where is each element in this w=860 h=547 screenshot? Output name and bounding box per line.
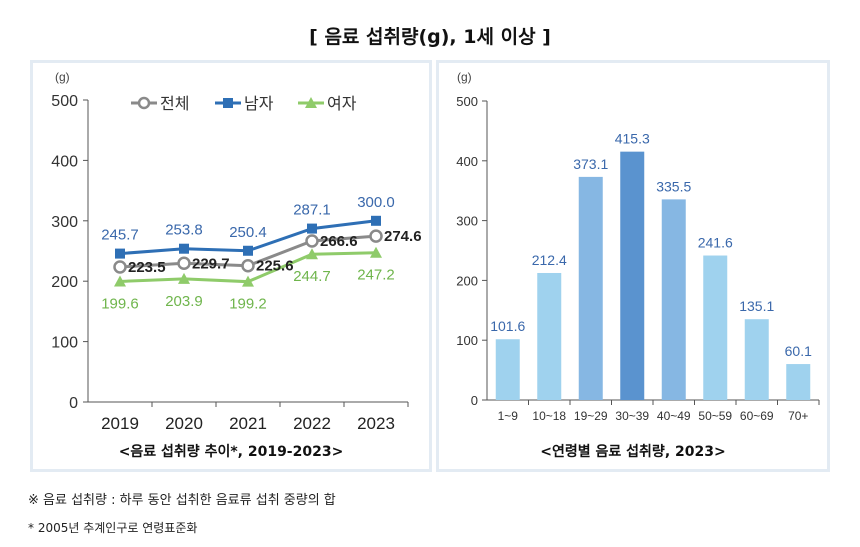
data-label: 229.7	[192, 255, 230, 272]
bar-chart: (g) 0 100 200 300 400 500 101.6 1~9 212.4 10~18 373…	[456, 70, 820, 423]
marker-total	[177, 256, 191, 271]
marker-total	[369, 229, 383, 243]
x-tick-label: 2019	[101, 414, 139, 433]
age-chart-panel: (g) 0 100 200 300 400 500 101.6 1~9 212.4 10~18 373…	[436, 60, 830, 472]
data-label: 287.1	[293, 202, 331, 219]
data-label: 253.8	[165, 222, 203, 239]
x-tick-label: 70+	[788, 409, 808, 423]
data-label: 60.1	[785, 343, 812, 359]
marker-total	[241, 258, 255, 273]
y-tick-label: 0	[471, 393, 478, 408]
y-tick-label: 100	[51, 335, 78, 352]
bar	[537, 272, 562, 400]
marker-total	[305, 234, 319, 248]
data-label: 223.5	[128, 259, 166, 276]
data-label: 241.6	[698, 235, 733, 251]
marker-male	[115, 248, 125, 259]
y-tick-label: 200	[456, 273, 478, 288]
marker-male	[243, 245, 253, 256]
legend-marker-male	[223, 98, 233, 108]
marker-total	[113, 260, 127, 274]
bar-chart-caption: <연령별 음료 섭취량, 2023>	[540, 444, 726, 460]
x-tick-label: 40~49	[657, 409, 691, 423]
y-tick-label: 200	[51, 274, 78, 291]
data-label: 335.5	[656, 178, 691, 194]
legend-label: 남자	[244, 95, 274, 113]
y-tick-label: 300	[456, 214, 478, 229]
footnote-definition: ※ 음료 섭취량 : 하루 동안 섭취한 음료류 섭취 중량의 합	[28, 493, 336, 508]
legend-marker-female	[305, 97, 317, 108]
marker-male	[179, 243, 189, 254]
x-tick-label: 50~59	[698, 409, 732, 423]
data-label: 244.7	[293, 268, 331, 285]
legend-label: 여자	[327, 95, 357, 113]
footnote-standardization: * 2005년 추계인구로 연령표준화	[28, 521, 198, 535]
y-tick-label: 0	[69, 395, 78, 412]
y-tick-label: 400	[456, 154, 478, 169]
line-chart: (g) 0 100 200 300 400 500 2019 2020 2021 2022 2023 1…	[51, 70, 422, 433]
data-label: 245.7	[101, 227, 139, 244]
data-label: 203.9	[165, 293, 203, 310]
y-tick-label: 400	[51, 153, 78, 170]
x-tick-label: 2023	[357, 414, 395, 433]
y-axis-unit: (g)	[457, 70, 472, 84]
marker-female	[178, 272, 190, 284]
marker-female	[370, 246, 382, 258]
y-tick-label: 100	[456, 333, 478, 348]
data-label: 101.6	[490, 318, 525, 334]
trend-chart-panel: (g) 0 100 200 300 400 500 2019 2020 2021 2022 2023 1…	[30, 60, 432, 472]
data-label: 373.1	[573, 156, 608, 172]
x-tick-label: 2021	[229, 414, 267, 433]
data-label: 212.4	[532, 252, 567, 268]
y-tick-label: 500	[51, 93, 78, 110]
marker-female	[242, 275, 254, 287]
data-label: 135.1	[739, 298, 774, 314]
data-label: 199.6	[101, 295, 139, 312]
bar	[661, 199, 686, 400]
marker-female	[306, 248, 318, 260]
marker-female	[114, 275, 126, 287]
bar	[620, 151, 645, 400]
y-tick-label: 300	[51, 214, 78, 231]
line-chart-caption: <음료 섭취량 추이*, 2019-2023>	[118, 444, 344, 460]
y-axis-unit: (g)	[55, 70, 70, 84]
marker-male	[371, 215, 381, 226]
x-tick-label: 30~39	[615, 409, 649, 423]
data-label: 199.2	[229, 296, 267, 313]
data-label: 225.6	[256, 258, 294, 275]
data-label: 274.6	[384, 228, 422, 245]
data-label: 300.0	[357, 194, 395, 211]
data-label: 266.6	[320, 233, 358, 250]
x-tick-label: 19~29	[574, 409, 608, 423]
bar	[703, 255, 728, 400]
legend-marker-total	[137, 96, 151, 110]
marker-male	[307, 223, 317, 234]
bar	[495, 339, 520, 400]
y-tick-label: 500	[456, 94, 478, 109]
x-tick-label: 1~9	[498, 409, 519, 423]
data-label: 415.3	[615, 131, 650, 147]
x-tick-label: 2020	[165, 414, 203, 433]
data-label: 250.4	[229, 224, 267, 241]
x-tick-label: 2022	[293, 414, 331, 433]
legend-label: 전체	[160, 95, 189, 113]
data-label: 247.2	[357, 267, 395, 284]
x-tick-label: 10~18	[532, 409, 566, 423]
bar	[578, 176, 603, 400]
x-tick-label: 60~69	[740, 409, 774, 423]
bar	[786, 364, 811, 400]
main-title: [ 음료 섭취량(g), 1세 이상 ]	[309, 26, 551, 48]
bar	[744, 319, 769, 400]
